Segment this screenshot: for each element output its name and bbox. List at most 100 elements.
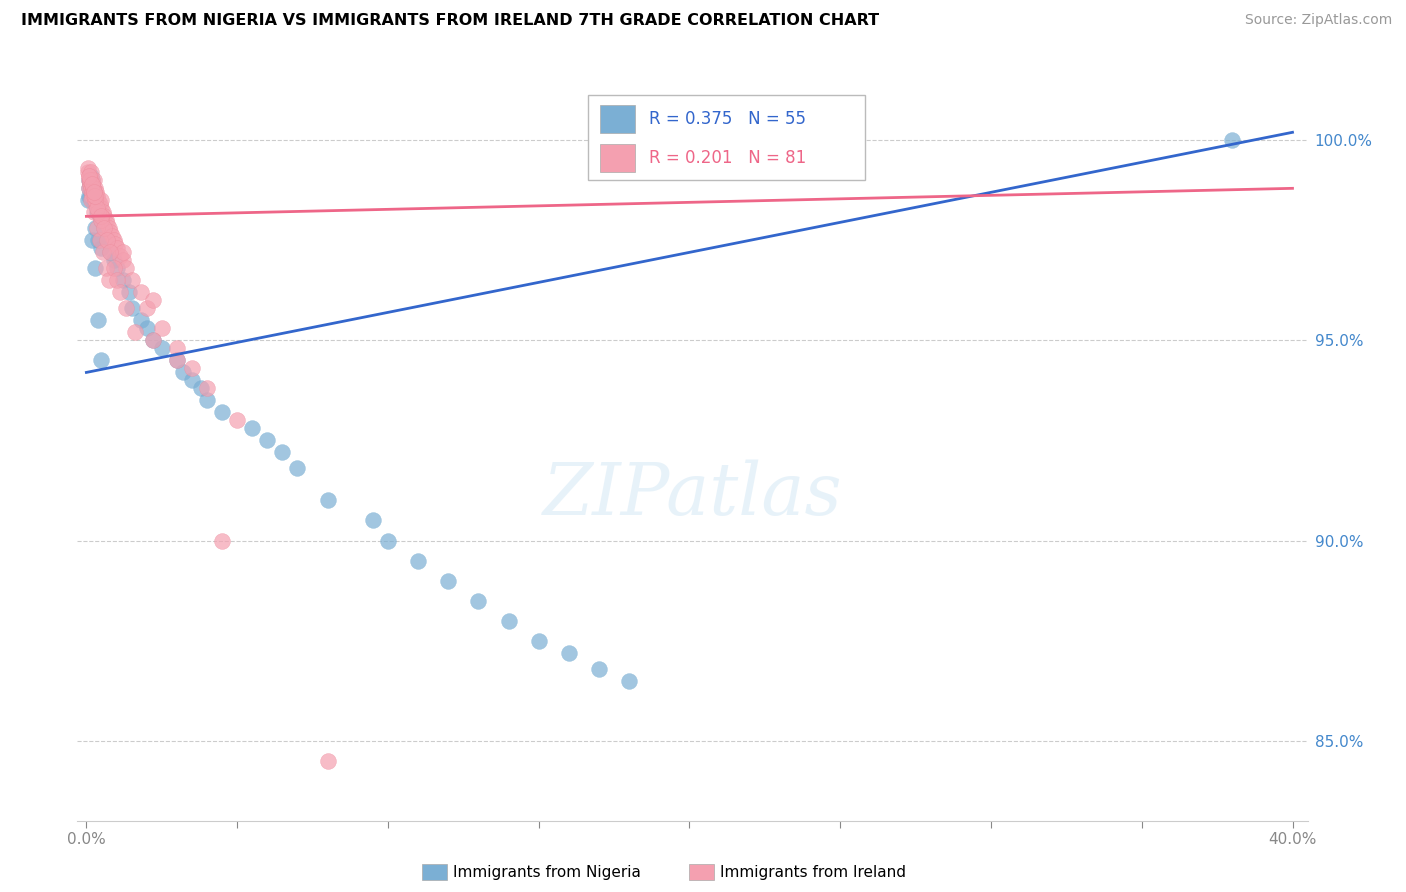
Point <box>271 445 294 459</box>
Point <box>211 533 233 548</box>
Bar <box>600 105 634 134</box>
Point <box>98 273 121 287</box>
Point <box>166 353 188 368</box>
Point <box>86 205 108 219</box>
Point <box>150 321 173 335</box>
Point <box>82 233 104 247</box>
Point <box>84 221 107 235</box>
Point <box>82 181 104 195</box>
Point <box>90 353 112 368</box>
Point <box>77 194 100 208</box>
Point <box>84 194 107 208</box>
Point <box>103 253 125 268</box>
Point <box>142 334 165 348</box>
Point <box>89 233 111 247</box>
Point <box>77 165 100 179</box>
Point <box>240 421 263 435</box>
Point <box>467 593 489 607</box>
Point <box>100 245 122 260</box>
Point <box>90 202 112 216</box>
Point <box>84 194 107 208</box>
Point <box>361 514 384 528</box>
Point <box>83 189 105 203</box>
Point <box>114 261 136 276</box>
Point <box>93 221 115 235</box>
Point <box>94 213 117 227</box>
Point <box>91 245 114 260</box>
Point <box>104 237 127 252</box>
Point <box>91 205 114 219</box>
Point <box>150 342 173 356</box>
Text: ZIPatlas: ZIPatlas <box>543 459 842 530</box>
Point <box>90 213 112 227</box>
Point <box>195 393 218 408</box>
Text: R = 0.201   N = 81: R = 0.201 N = 81 <box>650 149 807 167</box>
Point <box>82 173 104 187</box>
Point <box>166 342 188 356</box>
Point <box>498 614 520 628</box>
Point <box>80 186 103 200</box>
Point <box>108 249 131 263</box>
Point <box>86 202 108 216</box>
Point <box>100 225 122 239</box>
Point <box>117 285 139 300</box>
Point <box>83 186 105 200</box>
Point <box>90 241 112 255</box>
Point <box>142 293 165 308</box>
Point <box>96 233 118 247</box>
Point <box>111 245 134 260</box>
Text: R = 0.375   N = 55: R = 0.375 N = 55 <box>650 111 807 128</box>
Point <box>77 161 100 176</box>
Point <box>84 186 107 200</box>
Point <box>84 181 107 195</box>
Point <box>195 381 218 395</box>
Point <box>80 173 103 187</box>
Point <box>86 221 108 235</box>
Point <box>180 361 202 376</box>
Text: Immigrants from Nigeria: Immigrants from Nigeria <box>453 865 641 880</box>
Point <box>124 326 146 340</box>
Point <box>87 205 110 219</box>
Point <box>108 285 131 300</box>
Point <box>94 261 117 276</box>
Point <box>79 178 101 192</box>
Point <box>558 646 581 660</box>
Point <box>80 194 103 208</box>
Point <box>79 189 101 203</box>
Point <box>90 210 112 224</box>
Point <box>316 493 339 508</box>
Point <box>527 633 550 648</box>
Point <box>121 273 143 287</box>
Point <box>87 233 110 247</box>
Point <box>82 178 104 192</box>
Point <box>111 273 134 287</box>
Point <box>84 261 107 276</box>
Point <box>90 213 112 227</box>
Point <box>79 173 101 187</box>
Point <box>135 321 157 335</box>
Point <box>77 169 100 184</box>
Point <box>87 313 110 327</box>
Point <box>105 241 128 255</box>
Point <box>82 181 104 195</box>
Point <box>121 301 143 316</box>
Point <box>83 189 105 203</box>
Point <box>103 261 125 276</box>
Point <box>80 194 103 208</box>
Point <box>617 673 640 688</box>
Point <box>82 181 104 195</box>
Point <box>79 173 101 187</box>
Point <box>93 221 115 235</box>
Point <box>83 205 105 219</box>
Point <box>406 553 429 567</box>
Point <box>96 233 118 247</box>
Point <box>226 413 249 427</box>
Text: Source: ZipAtlas.com: Source: ZipAtlas.com <box>1244 13 1392 28</box>
Point <box>89 197 111 211</box>
Point <box>87 202 110 216</box>
Point <box>98 221 121 235</box>
Point <box>437 574 460 588</box>
Point <box>80 165 103 179</box>
Point <box>172 366 194 380</box>
Bar <box>600 144 634 172</box>
